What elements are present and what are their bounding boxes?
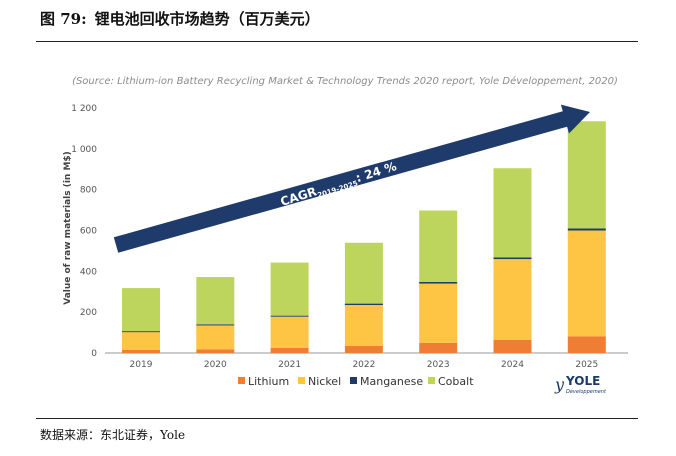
bottom-rule	[36, 418, 638, 419]
cagr-suffix: : 24 %	[354, 159, 398, 185]
bar-cobalt-2025	[567, 121, 606, 229]
stacked-bar-chart: (Source: Lithium-ion Battery Recycling M…	[63, 75, 628, 395]
legend: Lithium Nickel Manganese Cobalt	[238, 375, 474, 388]
yole-logo-mark: y	[554, 375, 565, 394]
bar-nickel-2023	[419, 283, 458, 343]
legend-label-cobalt: Cobalt	[438, 375, 474, 388]
bar-group	[122, 121, 606, 353]
bar-lithium-2023	[419, 342, 458, 353]
cagr-label: CAGR2019-2025: 24 %	[279, 159, 399, 211]
x-tick-2022: 2022	[352, 360, 375, 370]
y-tick-label: 0	[91, 349, 97, 359]
yole-logo-sub: Développement	[566, 388, 607, 395]
x-tick-2024: 2024	[501, 360, 524, 370]
bar-lithium-2019	[122, 349, 160, 353]
x-tick-2020: 2020	[204, 360, 227, 370]
bar-manganese-2021	[270, 315, 309, 317]
bar-manganese-2022	[344, 303, 383, 306]
bar-lithium-2020	[196, 349, 235, 353]
cagr-arrow	[113, 104, 591, 253]
bar-nickel-2019	[122, 332, 160, 350]
x-tick-2019: 2019	[130, 360, 153, 370]
bar-lithium-2025	[567, 336, 606, 353]
chart-subtitle: (Source: Lithium-ion Battery Recycling M…	[72, 75, 618, 87]
legend-label-nickel: Nickel	[308, 375, 341, 388]
x-tick-2021: 2021	[278, 360, 301, 370]
legend-swatch-manganese	[350, 377, 357, 384]
bar-cobalt-2024	[493, 168, 532, 258]
top-rule	[36, 41, 638, 42]
bar-manganese-2024	[493, 257, 532, 260]
legend-label-manganese: Manganese	[360, 375, 423, 388]
y-tick-label: 1 000	[71, 145, 97, 155]
legend-label-lithium: Lithium	[248, 375, 289, 388]
figure-label: 图 79:	[40, 10, 87, 28]
bar-lithium-2021	[270, 347, 309, 353]
bar-manganese-2020	[196, 324, 235, 326]
source-note: 数据来源：东北证券，Yole	[40, 428, 186, 442]
bar-nickel-2020	[196, 325, 235, 350]
bar-cobalt-2019	[122, 288, 160, 332]
x-tick-group: 2019 2020 2021 2022 2023 2024 2025	[130, 360, 599, 370]
legend-swatch-nickel	[298, 377, 305, 384]
bar-nickel-2024	[493, 259, 532, 340]
bar-nickel-2022	[344, 305, 383, 346]
bar-lithium-2022	[344, 345, 383, 353]
bar-cobalt-2023	[419, 210, 458, 282]
bar-nickel-2021	[270, 316, 309, 348]
y-tick-group: 0 200 400 600 800 1 000 1 200	[71, 104, 97, 359]
y-tick-label: 200	[80, 308, 97, 318]
y-tick-label: 800	[80, 186, 97, 196]
bar-cobalt-2021	[270, 262, 309, 316]
x-tick-2025: 2025	[575, 360, 598, 370]
bar-lithium-2024	[493, 339, 532, 353]
y-tick-label: 400	[80, 267, 97, 277]
yole-logo-main: YOLE	[565, 374, 600, 388]
bar-cobalt-2020	[196, 277, 235, 325]
x-tick-2023: 2023	[427, 360, 450, 370]
figure-title-text: 锂电池回收市场趋势（百万美元）	[94, 10, 320, 28]
bar-manganese-2025	[567, 228, 606, 231]
y-tick-label: 600	[80, 227, 97, 237]
bar-manganese-2019	[122, 331, 160, 333]
legend-swatch-cobalt	[428, 377, 435, 384]
y-axis-label: Value of raw materials (in M$)	[63, 151, 73, 305]
y-tick-label: 1 200	[71, 104, 97, 114]
bar-manganese-2023	[419, 281, 458, 284]
bar-cobalt-2022	[344, 242, 383, 304]
legend-swatch-lithium	[238, 377, 245, 384]
figure-title: 图 79: 锂电池回收市场趋势（百万美元）	[40, 8, 328, 29]
yole-logo: y YOLE Développement	[554, 374, 607, 395]
bar-nickel-2025	[567, 230, 606, 337]
